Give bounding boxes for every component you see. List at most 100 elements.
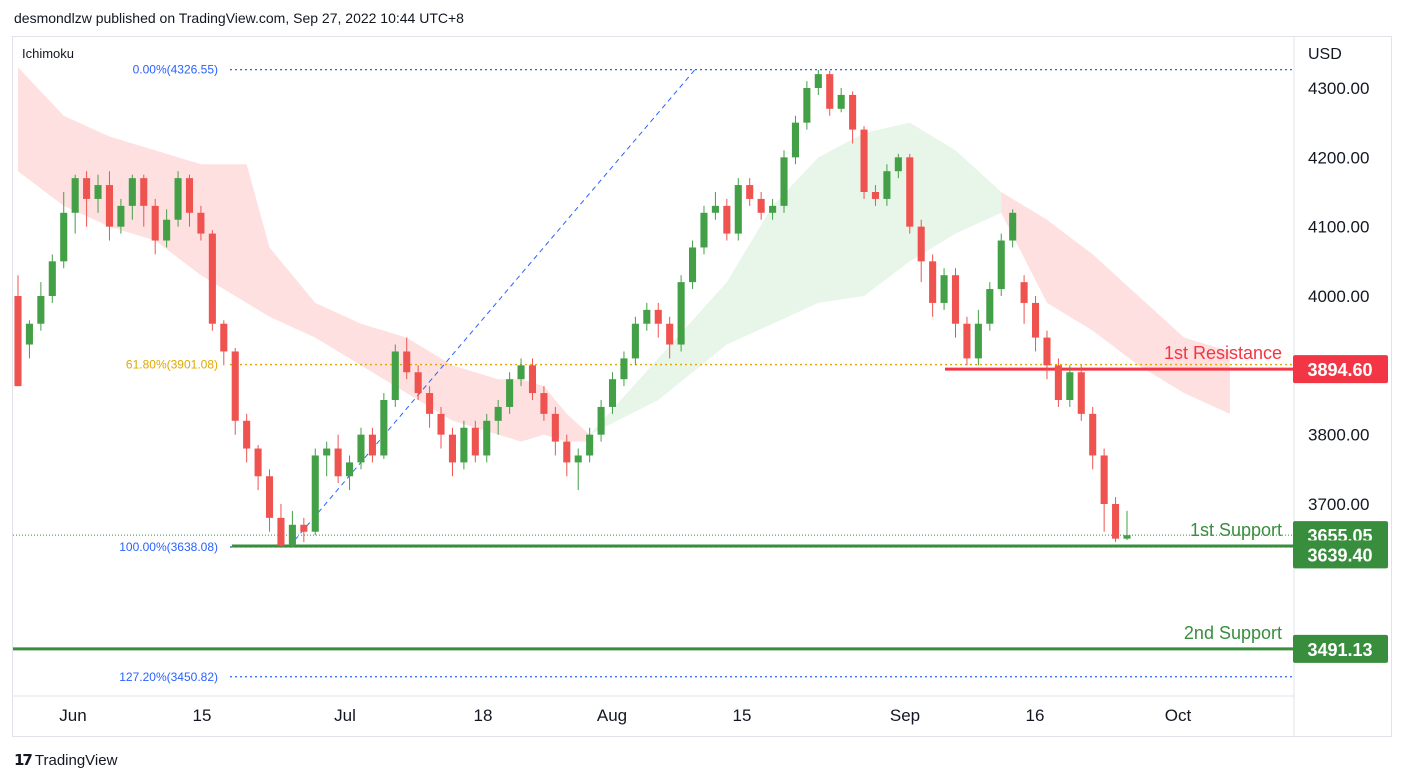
candle-body-49	[574, 455, 582, 463]
fib-label-0: 0.00%(4326.55)	[133, 63, 218, 77]
support-resistance-levels: 1st Resistance 1st Support 2nd Support	[13, 343, 1293, 651]
x-tick-6: Sep	[890, 706, 920, 725]
price-tag-support2-bg	[1293, 634, 1388, 663]
candle-body-2	[37, 296, 45, 324]
candle-body-16	[197, 212, 205, 234]
candle-body-85	[986, 289, 994, 324]
candle-body-1	[25, 323, 33, 345]
price-tag-support2-text: 3491.13	[1307, 640, 1372, 660]
level-label-2: 2nd Support	[1184, 623, 1282, 643]
x-tick-2: Jul	[334, 706, 356, 725]
candle-body-54	[631, 323, 639, 359]
candle-body-46	[540, 393, 548, 414]
candle-body-56	[654, 309, 662, 324]
candle-body-68	[791, 122, 799, 158]
fibonacci-retracement: 0.00%(4326.55) 61.80%(3901.08) 100.00%(363…	[119, 63, 1293, 684]
y-tick-0: 4300.00	[1308, 79, 1369, 98]
candle-body-17	[208, 233, 216, 324]
candle-body-38	[448, 434, 456, 463]
candle-body-75	[871, 192, 880, 199]
candle-body-9	[117, 205, 125, 227]
candle-body-22	[265, 476, 274, 518]
x-tick-1: 15	[193, 706, 212, 725]
candle-body-29	[346, 462, 354, 477]
candle-body-15	[185, 178, 194, 213]
candle-body-35	[414, 372, 422, 394]
candle-body-31	[368, 434, 376, 456]
candle-body-52	[608, 379, 617, 407]
fib-label-1: 61.80%(3901.08)	[126, 358, 218, 372]
candle-body-44	[517, 365, 525, 380]
candle-body-94	[1089, 413, 1097, 456]
candle-body-36	[426, 393, 434, 414]
candle-body-19	[231, 351, 239, 421]
candle-body-50	[586, 434, 594, 456]
currency-label: USD	[1308, 46, 1342, 63]
price-tag-support1-text: 3639.40	[1307, 545, 1372, 565]
price-tag-resistance: 3894.60	[1293, 355, 1388, 384]
footer-brand[interactable]: 𝟭𝟳 TradingView	[14, 751, 118, 770]
candle-body-89	[1031, 302, 1040, 338]
candle-body-69	[803, 88, 811, 123]
y-tick-1: 4200.00	[1308, 148, 1369, 167]
candle-body-28	[334, 448, 342, 477]
cloud-bull	[589, 122, 1002, 435]
candle-body-14	[174, 178, 182, 220]
candle-body-40	[471, 427, 479, 456]
candle-body-34	[403, 351, 411, 373]
indicator-label[interactable]: Ichimoku	[22, 46, 74, 61]
candles	[14, 69, 1131, 547]
candle-body-57	[666, 323, 674, 345]
candle-body-45	[528, 365, 537, 394]
x-tick-3: 18	[474, 706, 493, 725]
candle-body-41	[483, 420, 491, 456]
candle-body-23	[277, 517, 285, 546]
cloud-bear-1	[18, 67, 590, 442]
x-tick-0: Jun	[59, 706, 86, 725]
candle-body-7	[94, 185, 102, 199]
ichimoku-cloud	[18, 67, 1230, 442]
candle-body-80	[929, 261, 937, 303]
candle-body-79	[917, 226, 925, 262]
candle-body-71	[826, 74, 834, 109]
candle-body-65	[757, 198, 765, 213]
candle-body-90	[1043, 337, 1051, 366]
brand-name: TradingView	[34, 751, 118, 769]
candle-body-47	[551, 413, 559, 442]
x-tick-7: 16	[1026, 706, 1045, 725]
price-tag-support2: 3491.13	[1293, 634, 1388, 663]
candle-body-43	[506, 379, 514, 407]
candle-body-55	[643, 309, 651, 324]
candle-body-12	[151, 205, 159, 241]
candle-body-67	[780, 157, 788, 206]
candle-body-53	[620, 358, 628, 380]
x-tick-8: Oct	[1165, 706, 1192, 725]
candle-body-74	[860, 129, 868, 192]
candle-body-33	[391, 351, 399, 400]
candle-body-97	[1123, 535, 1131, 539]
fib-label-3: 127.20%(3450.82)	[119, 670, 218, 684]
candle-body-13	[163, 219, 171, 241]
candle-body-51	[597, 406, 605, 435]
candle-body-58	[677, 282, 685, 345]
candle-body-86	[997, 240, 1005, 290]
candle-body-64	[746, 185, 754, 199]
price-tag-resistance-bg	[1293, 355, 1388, 384]
fib-label-2: 100.00%(3638.08)	[119, 540, 218, 554]
y-tick-5: 3700.00	[1308, 495, 1369, 514]
tradingview-logo-icon: 𝟭𝟳	[14, 752, 33, 769]
candle-body-82	[951, 275, 960, 324]
candle-body-91	[1054, 365, 1062, 400]
candle-body-10	[128, 178, 136, 206]
y-tick-3: 4000.00	[1308, 287, 1369, 306]
candle-body-21	[254, 448, 262, 477]
candle-body-66	[769, 205, 777, 213]
candle-body-32	[380, 400, 388, 456]
candle-body-76	[883, 171, 891, 199]
candle-body-48	[563, 441, 571, 463]
candle-body-92	[1066, 372, 1074, 400]
candle-body-95	[1100, 455, 1108, 504]
candle-body-39	[460, 427, 468, 463]
candle-body-27	[323, 448, 331, 456]
